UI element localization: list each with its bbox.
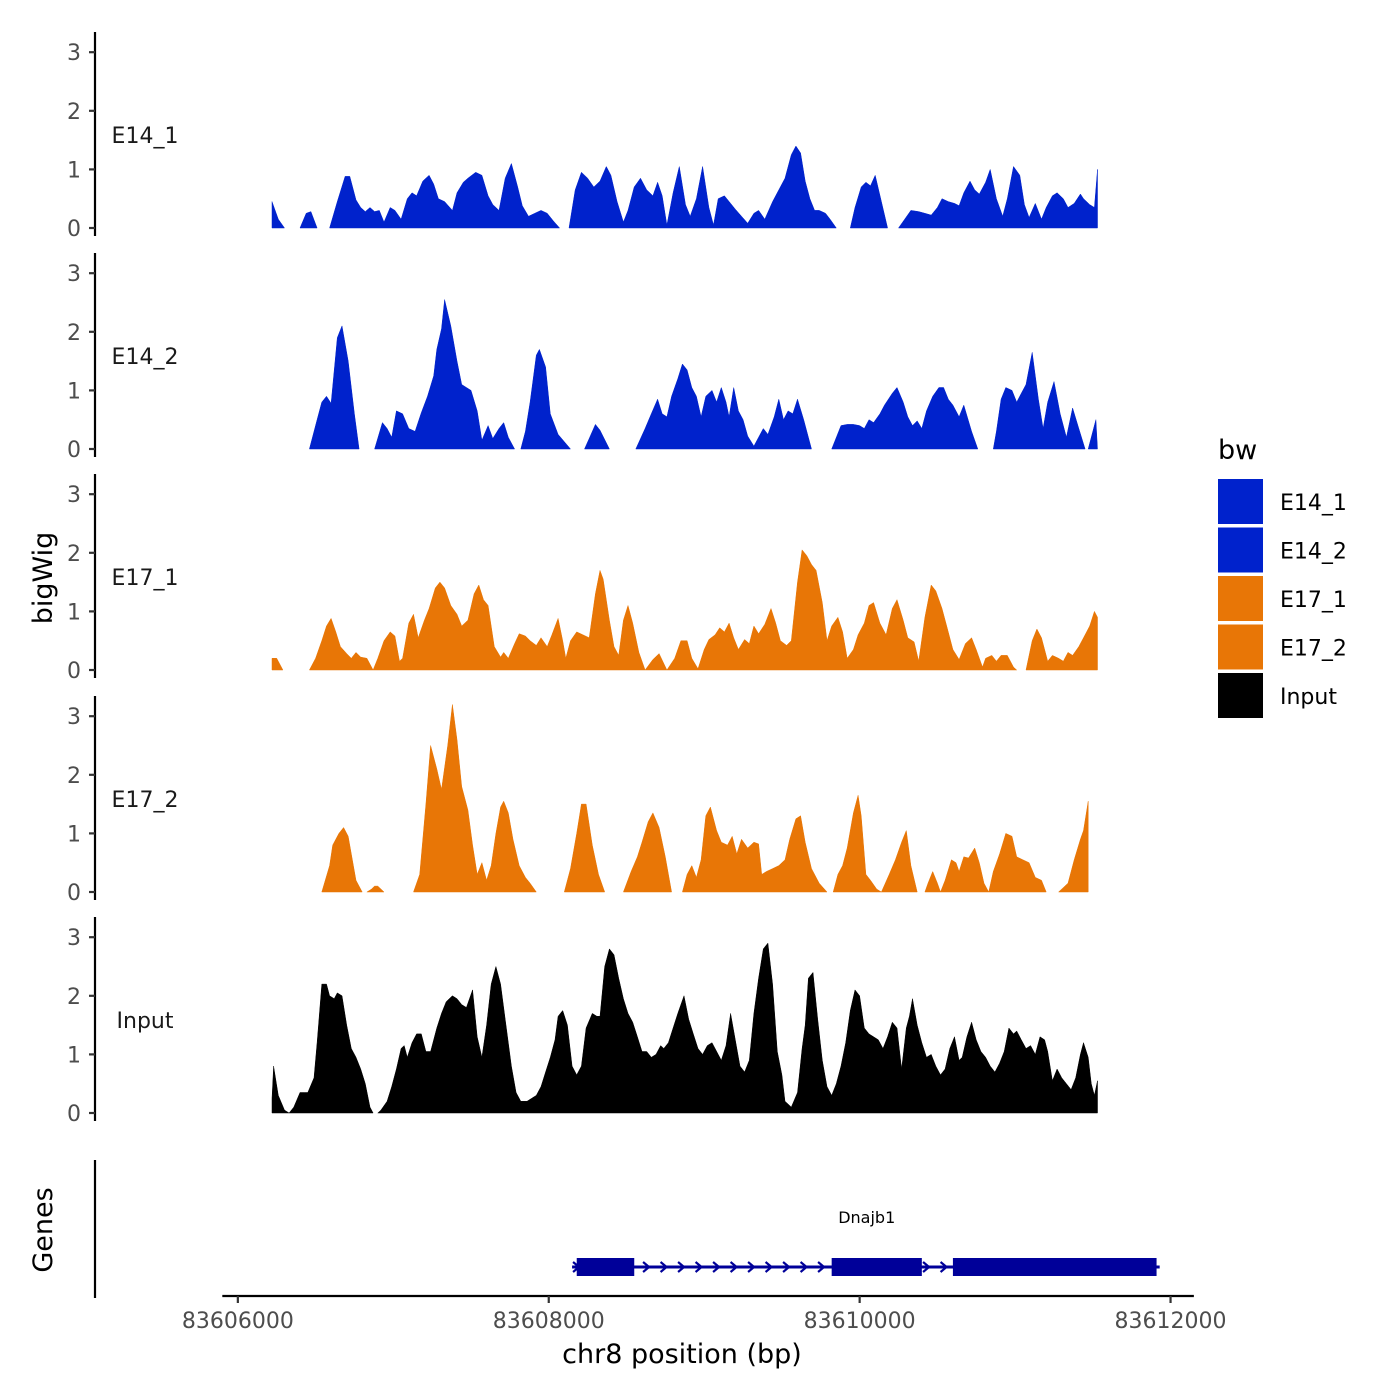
y-tick-label: 0 (67, 1102, 81, 1127)
legend: bw E14_1 E14_2 E17_1 E17_2 Input (1218, 435, 1347, 718)
legend-label-E14_1: E14_1 (1280, 491, 1347, 516)
strand-arrow-icon (659, 1261, 669, 1273)
track-E14_1: 0 1 2 3 E14_1 (67, 32, 1098, 242)
y-tick-label: 1 (67, 1043, 81, 1068)
signal-area-E17_2 (832, 795, 918, 893)
strand-arrow-icon (747, 1261, 756, 1273)
y-tick-label: 3 (67, 705, 81, 730)
signal-area-E14_2 (309, 324, 360, 450)
y-tick-label: 3 (67, 926, 81, 951)
x-axis: 83606000 83608000 83610000 83612000 (182, 1294, 1227, 1334)
y-axis-title: bigWig (28, 532, 59, 625)
signal-area-E17_2 (563, 803, 606, 893)
signal-area-E14_2 (374, 299, 516, 450)
signal-area-E17_2 (366, 885, 385, 893)
gene-exon (576, 1258, 635, 1276)
strand-arrow-icon (677, 1261, 686, 1273)
gene-Dnajb1: Dnajb1 (572, 1208, 1160, 1276)
y-tick-label: 1 (67, 379, 81, 404)
y-tick-label: 3 (67, 41, 81, 66)
signal-area-E17_2 (623, 812, 672, 893)
signal-area-E14_2 (831, 387, 979, 450)
x-tick-label: 83612000 (1115, 1309, 1227, 1334)
signal-area-E17_2 (682, 806, 828, 893)
track-label: E14_1 (112, 124, 179, 149)
signal-area-E14_1 (271, 201, 285, 229)
signal-area-E17_1 (1025, 610, 1098, 671)
y-tick-label: 2 (67, 100, 81, 125)
strand-arrow-icon (817, 1261, 826, 1273)
y-tick-label: 0 (67, 881, 81, 906)
y-tick-label: 1 (67, 600, 81, 625)
signal-area-E17_2 (321, 827, 363, 893)
signal-area-E17_2 (413, 704, 537, 893)
legend-label-E17_2: E17_2 (1280, 637, 1347, 662)
gene-track: Dnajb1 (93, 1160, 1160, 1298)
y-tick-label: 0 (67, 438, 81, 463)
signal-area-E14_1 (849, 174, 888, 229)
legend-swatch-E17_2 (1218, 624, 1263, 670)
strand-arrow-icon (729, 1261, 739, 1273)
track-label: E17_1 (112, 566, 179, 591)
legend-swatch-Input (1218, 673, 1263, 718)
signal-area-E14_1 (329, 162, 561, 229)
legend-label-Input: Input (1280, 685, 1337, 710)
y-tick-label: 1 (67, 822, 81, 847)
signal-area-E14_2 (520, 348, 572, 450)
y-tick-label: 1 (67, 158, 81, 183)
x-tick-label: 83610000 (804, 1309, 916, 1334)
signal-area-E14_1 (568, 145, 837, 229)
gene-exon (952, 1258, 1157, 1276)
signal-area-E17_2 (1057, 801, 1089, 893)
signal-area-E14_2 (1087, 419, 1098, 450)
y-tick-label: 2 (67, 985, 81, 1010)
strand-arrow-icon (922, 1261, 931, 1273)
gene-exon (831, 1258, 922, 1276)
genes-track-title: Genes (28, 1187, 59, 1272)
signal-area-E14_2 (635, 363, 812, 450)
strand-arrow-icon (782, 1261, 791, 1273)
signal-area-Input (271, 983, 374, 1114)
track-label: E17_2 (112, 788, 179, 813)
y-tick-label: 2 (67, 764, 81, 789)
legend-label-E14_2: E14_2 (1280, 540, 1347, 565)
signal-area-E14_2 (584, 423, 610, 450)
strand-arrow-icon (694, 1261, 704, 1273)
signal-area-E14_1 (299, 211, 318, 229)
signal-area-Input (377, 942, 1098, 1114)
y-tick-label: 3 (67, 262, 81, 287)
signal-area-E14_1 (898, 165, 1098, 229)
gene-name-label: Dnajb1 (838, 1208, 895, 1227)
legend-swatch-E14_2 (1218, 527, 1263, 573)
x-tick-label: 83606000 (182, 1309, 294, 1334)
strand-arrow-icon (712, 1261, 721, 1273)
track-label: Input (117, 1009, 174, 1034)
legend-swatch-E17_1 (1218, 576, 1263, 621)
legend-title: bw (1218, 435, 1257, 466)
signal-area-E14_2 (993, 352, 1086, 450)
track-Input: 0 1 2 3 Input (67, 917, 1098, 1127)
legend-label-E17_1: E17_1 (1280, 588, 1347, 613)
signal-area-E17_2 (924, 833, 1047, 893)
track-E17_1: 0 1 2 3 E17_1 (67, 474, 1098, 684)
signal-area-E17_1 (308, 549, 1018, 671)
track-E14_2: 0 1 2 3 E14_2 (67, 253, 1098, 463)
x-tick-label: 83608000 (493, 1309, 605, 1334)
legend-swatch-E14_1 (1218, 479, 1263, 524)
y-tick-label: 0 (67, 217, 81, 242)
track-E17_2: 0 1 2 3 E17_2 (67, 696, 1089, 906)
track-label: E14_2 (112, 345, 179, 370)
y-tick-label: 2 (67, 321, 81, 346)
x-axis-title: chr8 position (bp) (562, 1339, 802, 1370)
signal-area-E17_1 (271, 658, 284, 671)
strand-arrow-icon (764, 1261, 774, 1273)
signal-tracks: 0 1 2 3 E14_1 0 1 2 3 E14_2 0 1 2 3 E17_1 0 1 2 3 E17_2 0 1 2 3… (67, 32, 1098, 1127)
y-tick-label: 2 (67, 542, 81, 567)
strand-arrow-icon (799, 1261, 809, 1273)
y-tick-label: 0 (67, 659, 81, 684)
strand-arrow-icon (642, 1261, 651, 1273)
strand-arrow-icon (939, 1261, 949, 1273)
y-tick-label: 3 (67, 483, 81, 508)
